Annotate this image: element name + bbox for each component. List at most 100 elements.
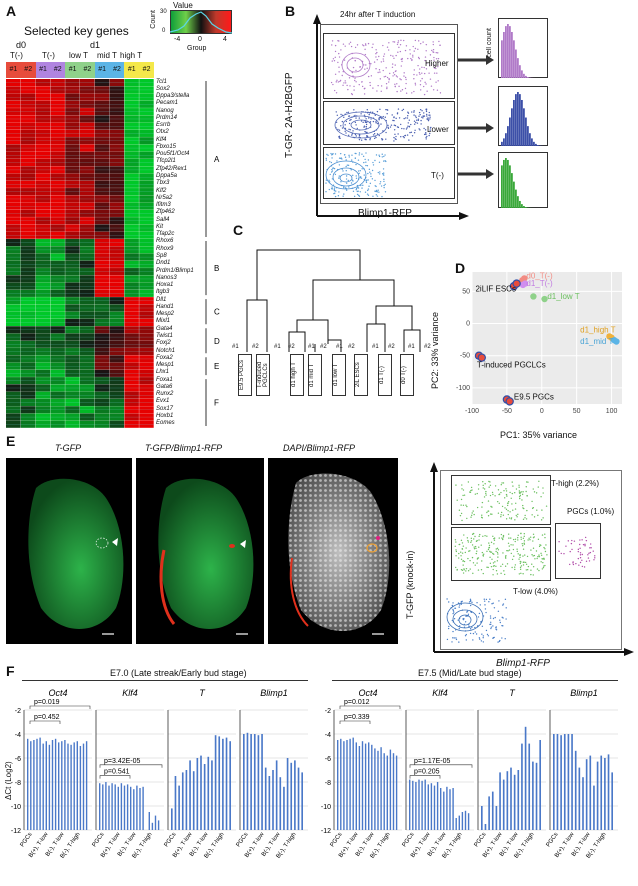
bar bbox=[517, 770, 520, 830]
flow-event bbox=[460, 603, 462, 605]
dendrogram-leaf: 2iL ESCs bbox=[354, 354, 368, 396]
flow-event bbox=[498, 600, 500, 602]
flow-event bbox=[490, 627, 492, 630]
d0-tneg-label: T(-) bbox=[10, 51, 23, 60]
bar bbox=[510, 767, 512, 830]
flow-event bbox=[567, 540, 570, 542]
flow-event bbox=[401, 109, 403, 112]
flow-event bbox=[337, 195, 340, 197]
bar bbox=[297, 767, 300, 830]
flow-event bbox=[525, 518, 528, 520]
flow-event bbox=[399, 78, 401, 80]
bar bbox=[171, 808, 173, 830]
flow-event bbox=[496, 560, 499, 562]
flow-event bbox=[579, 547, 581, 550]
flow-event bbox=[451, 619, 454, 622]
bar bbox=[488, 796, 490, 830]
flow-event bbox=[359, 170, 361, 172]
panel-b-title: 24hr after T induction bbox=[340, 10, 416, 19]
flow-event bbox=[497, 553, 499, 555]
flow-event bbox=[512, 485, 514, 487]
image2-title: T-GFP/Blimp1-RFP bbox=[145, 443, 223, 453]
flow-event bbox=[489, 562, 492, 565]
flow-event bbox=[368, 113, 370, 116]
flow-event bbox=[470, 489, 472, 492]
flow-event bbox=[350, 159, 353, 161]
flow-event bbox=[363, 126, 365, 128]
histogram-bar bbox=[501, 141, 503, 146]
flow-event bbox=[333, 187, 336, 189]
flow-event bbox=[430, 85, 433, 87]
flow-event bbox=[332, 58, 335, 60]
flow-event bbox=[424, 56, 427, 58]
flow-event bbox=[383, 55, 385, 57]
flow-event bbox=[423, 93, 426, 96]
flow-event bbox=[355, 163, 357, 166]
flow-event bbox=[345, 182, 348, 184]
flow-event bbox=[392, 75, 394, 77]
flow-event bbox=[482, 487, 484, 489]
flow-event bbox=[330, 171, 333, 173]
flow-event bbox=[516, 516, 518, 518]
flow-event bbox=[344, 124, 346, 126]
flow-event bbox=[455, 484, 457, 486]
flow-event bbox=[369, 171, 371, 173]
flow-event bbox=[543, 546, 545, 549]
flow-event bbox=[491, 603, 493, 605]
flow-event bbox=[370, 63, 372, 65]
flow-event bbox=[511, 503, 513, 505]
flow-event bbox=[423, 72, 426, 75]
flow-event bbox=[502, 552, 504, 554]
flow-event bbox=[463, 560, 466, 563]
flow-event bbox=[326, 153, 328, 156]
flow-event bbox=[417, 48, 419, 50]
flow-event bbox=[364, 121, 367, 124]
histogram-bar bbox=[531, 138, 533, 146]
histogram-bar bbox=[513, 181, 515, 208]
bar bbox=[418, 779, 420, 830]
gene-label: Foxa2 bbox=[156, 354, 173, 361]
flow-event bbox=[369, 139, 371, 141]
flow-event bbox=[498, 537, 500, 539]
flow-event bbox=[365, 161, 367, 163]
flow-event bbox=[351, 154, 353, 156]
flow-event bbox=[460, 568, 463, 571]
flow-event bbox=[523, 507, 525, 510]
flow-event bbox=[492, 602, 494, 604]
flow-event bbox=[531, 514, 533, 516]
flow-event bbox=[364, 43, 367, 45]
flow-event bbox=[544, 550, 547, 553]
flow-event bbox=[492, 574, 494, 576]
flow-event bbox=[332, 152, 334, 155]
flow-event bbox=[467, 481, 470, 483]
bar bbox=[364, 743, 367, 830]
flow-event bbox=[413, 73, 415, 76]
bar bbox=[433, 785, 436, 830]
flow-event bbox=[502, 514, 505, 516]
flow-event bbox=[524, 514, 526, 517]
flow-event bbox=[538, 555, 541, 558]
flow-event bbox=[380, 61, 383, 63]
y-tick: -2 bbox=[15, 708, 21, 715]
flow-event bbox=[421, 77, 423, 80]
flow-event bbox=[507, 513, 509, 516]
flow-event bbox=[529, 538, 531, 541]
flow-event bbox=[455, 638, 458, 641]
flow-event bbox=[366, 193, 369, 195]
flow-event bbox=[465, 633, 468, 636]
bar bbox=[218, 736, 221, 830]
flow-event bbox=[461, 484, 463, 486]
flow-event bbox=[572, 563, 575, 566]
flow-event bbox=[408, 126, 411, 128]
flow-event bbox=[584, 545, 586, 547]
flow-event bbox=[339, 152, 342, 155]
flow-event bbox=[506, 504, 509, 507]
panel-d-label: D bbox=[455, 260, 466, 276]
flow-event bbox=[470, 516, 472, 518]
flow-event bbox=[424, 132, 427, 134]
pca-plot: -100 -50 0 50 100-100-50050d0_T(-)d1_T(-)2iL… bbox=[456, 271, 622, 415]
flow-event bbox=[408, 119, 410, 121]
flow-event bbox=[352, 190, 355, 192]
